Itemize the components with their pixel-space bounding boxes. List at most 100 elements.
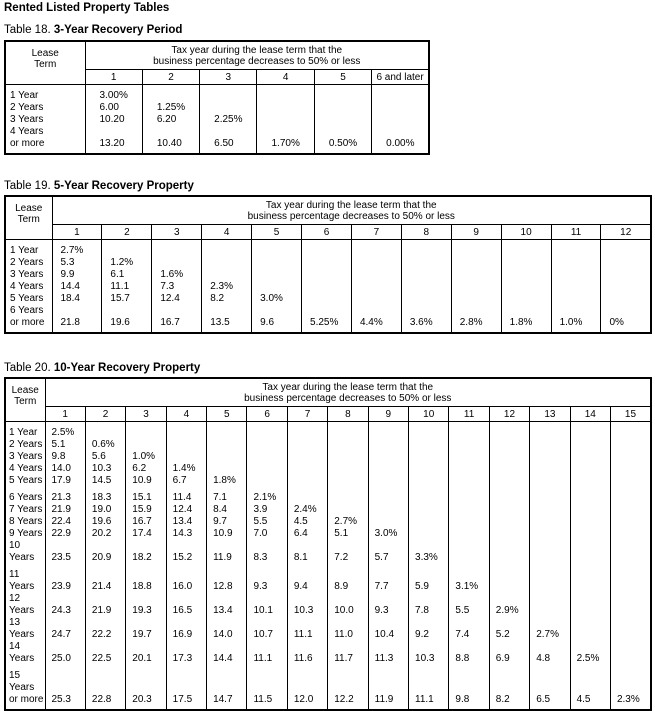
percentage-cell (286, 451, 329, 463)
percentage-cell: 19.6 (101, 305, 153, 333)
percentage-cell (400, 269, 452, 281)
percentage-cell: 13.5 (201, 305, 253, 333)
percentage-cell: 11.1 (101, 281, 153, 293)
percentage-cell (256, 102, 315, 114)
percentage-cell: 10.20 (84, 114, 143, 126)
percentage-cell (550, 239, 602, 257)
lease-term-cell: 13 Years (4, 617, 46, 641)
tax-year-header: Tax year during the lease term that the … (84, 40, 430, 70)
percentage-cell: 13.20 (84, 126, 143, 154)
lease-term-cell: 10 Years (4, 540, 46, 564)
percentage-cell: 0.6% (84, 439, 127, 451)
percentage-cell (206, 451, 248, 463)
percentage-cell (488, 504, 531, 516)
percentage-cell (609, 641, 652, 665)
percentage-cell (600, 257, 652, 269)
percentage-cell (251, 257, 303, 269)
percentage-cell (301, 281, 352, 293)
percentage-cell: 5.25% (301, 305, 352, 333)
percentage-cell: 15.9 (125, 504, 167, 516)
column-header: 1 (44, 406, 86, 422)
percentage-cell: 1.8% (500, 305, 552, 333)
percentage-cell: 8.3 (246, 540, 288, 564)
percentage-cell (408, 487, 450, 504)
percentage-cell (301, 269, 352, 281)
percentage-cell (500, 281, 552, 293)
table-row: 7 Years 21.9 19.0 15.9 12.4 8.4 3.9 2.4% (4, 504, 652, 516)
percentage-cell (286, 487, 329, 504)
percentage-cell: 10.0 (327, 593, 369, 617)
percentage-cell (327, 451, 369, 463)
percentage-cell (327, 439, 369, 451)
table-row: 3 Years 9.9 6.1 1.6% (4, 269, 652, 281)
column-header: 4 (201, 224, 253, 240)
percentage-cell: 2.7% (327, 516, 369, 528)
percentage-cell: 4.5 (569, 665, 611, 710)
percentage-cell: 2.3% (201, 281, 253, 293)
percentage-cell (313, 114, 373, 126)
percentage-cell: 18.4 (51, 293, 103, 305)
percentage-cell (313, 102, 373, 114)
percentage-cell (569, 540, 611, 564)
table-19-caption: Table 19. 5-Year Recovery Property (4, 180, 194, 192)
percentage-cell: 21.4 (84, 564, 127, 593)
percentage-cell (301, 293, 352, 305)
percentage-cell (165, 421, 208, 439)
percentage-cell (367, 487, 410, 504)
table-row: 11 Years 23.9 21.4 18.8 16.0 12.8 9.3 9.4 8.9 7.7… (4, 564, 652, 593)
percentage-cell: 12.4 (151, 293, 203, 305)
percentage-cell: 10.3 (84, 463, 127, 475)
percentage-cell (600, 281, 652, 293)
percentage-cell (125, 421, 167, 439)
percentage-cell: 9.8 (44, 451, 86, 463)
table-row: 1 Year 2.5% (4, 421, 652, 439)
percentage-cell: 1.2% (101, 257, 153, 269)
lease-term-header: Lease Term (4, 195, 53, 240)
percentage-cell: 1.25% (141, 102, 201, 114)
percentage-cell: 6.2 (125, 463, 167, 475)
percentage-cell: 22.9 (44, 528, 86, 540)
percentage-cell: 1.0% (125, 451, 167, 463)
lease-term-cell: 6 Years or more (4, 305, 53, 333)
column-header: 3 (125, 406, 167, 422)
percentage-cell (408, 463, 450, 475)
percentage-cell: 2.7% (529, 617, 571, 641)
percentage-cell (367, 451, 410, 463)
percentage-cell (199, 84, 258, 102)
percentage-cell: 5.7 (367, 540, 410, 564)
percentage-cell: 17.9 (44, 475, 86, 487)
lease-term-cell: 8 Years (4, 516, 46, 528)
percentage-cell: 19.0 (84, 504, 127, 516)
percentage-cell: 3.6% (400, 305, 452, 333)
percentage-cell (450, 257, 502, 269)
percentage-cell (529, 564, 571, 593)
percentage-cell (408, 528, 450, 540)
percentage-cell: 20.2 (84, 528, 127, 540)
percentage-cell (600, 293, 652, 305)
percentage-cell: 1.70% (256, 126, 315, 154)
column-header: 7 (286, 406, 329, 422)
column-header: 11 (550, 224, 602, 240)
table-row: 13 Years 24.7 22.2 19.7 16.9 14.0 10.7 11.1 11.0… (4, 617, 652, 641)
percentage-cell: 16.5 (165, 593, 208, 617)
percentage-cell: 24.3 (44, 593, 86, 617)
percentage-cell (327, 504, 369, 516)
column-header: 4 (256, 69, 315, 85)
percentage-cell: 10.3 (408, 641, 450, 665)
percentage-cell (201, 257, 253, 269)
lease-term-cell: 2 Years (4, 102, 86, 114)
percentage-cell (408, 516, 450, 528)
column-header: 12 (488, 406, 531, 422)
percentage-cell: 6.9 (488, 641, 531, 665)
lease-term-cell: 3 Years (4, 451, 46, 463)
percentage-cell (371, 114, 430, 126)
percentage-cell: 25.3 (44, 665, 86, 710)
percentage-cell: 16.0 (165, 564, 208, 593)
percentage-cell: 3.0% (367, 528, 410, 540)
table-number: Table 19. (4, 180, 51, 192)
percentage-cell: 0.50% (313, 126, 373, 154)
percentage-cell (609, 564, 652, 593)
percentage-cell (450, 269, 502, 281)
column-header: 12 (600, 224, 652, 240)
